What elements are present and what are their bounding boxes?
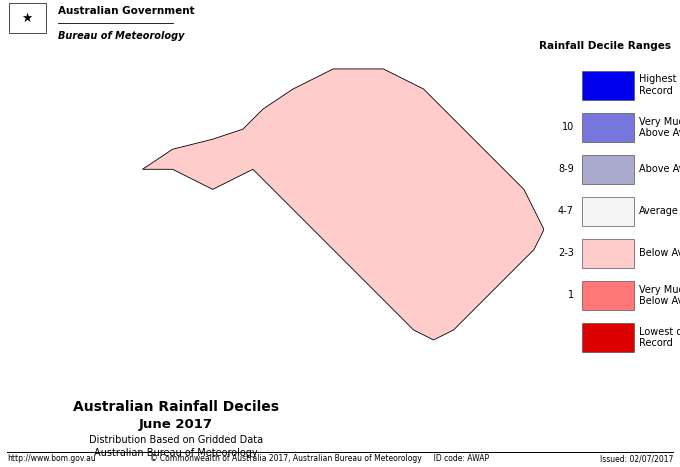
Bar <box>582 155 634 184</box>
Text: Distribution Based on Gridded Data: Distribution Based on Gridded Data <box>89 435 263 445</box>
Text: Average: Average <box>639 206 679 216</box>
Bar <box>582 239 634 268</box>
Text: Very Much
Above Average: Very Much Above Average <box>639 116 680 138</box>
Text: © Commonwealth of Australia 2017, Australian Bureau of Meteorology     ID code: : © Commonwealth of Australia 2017, Austra… <box>150 454 489 463</box>
Text: ★: ★ <box>22 12 33 25</box>
Bar <box>582 281 634 310</box>
Bar <box>582 197 634 226</box>
Text: 8-9: 8-9 <box>558 164 574 174</box>
Bar <box>582 113 634 142</box>
Text: Highest on
Record: Highest on Record <box>639 74 680 96</box>
Text: 4-7: 4-7 <box>558 206 574 216</box>
Text: Australian Bureau of Meteorology: Australian Bureau of Meteorology <box>95 448 258 458</box>
Text: Australian Rainfall Deciles: Australian Rainfall Deciles <box>73 400 279 414</box>
Text: June 2017: June 2017 <box>139 418 213 431</box>
Text: 10: 10 <box>562 122 574 132</box>
Text: Bureau of Meteorology: Bureau of Meteorology <box>58 31 184 42</box>
Polygon shape <box>143 69 544 340</box>
Bar <box>582 323 634 352</box>
Text: Lowest on
Record: Lowest on Record <box>639 326 680 348</box>
Text: Below Average: Below Average <box>639 248 680 258</box>
Text: 1: 1 <box>568 290 574 300</box>
Text: http://www.bom.gov.au: http://www.bom.gov.au <box>7 454 96 463</box>
Text: 2-3: 2-3 <box>558 248 574 258</box>
Bar <box>582 71 634 99</box>
Text: Above Average: Above Average <box>639 164 680 174</box>
Bar <box>8 3 46 33</box>
Text: Rainfall Decile Ranges: Rainfall Decile Ranges <box>539 41 671 51</box>
Text: Issued: 02/07/2017: Issued: 02/07/2017 <box>600 454 673 463</box>
Text: Very Much
Below Average: Very Much Below Average <box>639 284 680 306</box>
Text: Australian Government: Australian Government <box>58 6 194 16</box>
